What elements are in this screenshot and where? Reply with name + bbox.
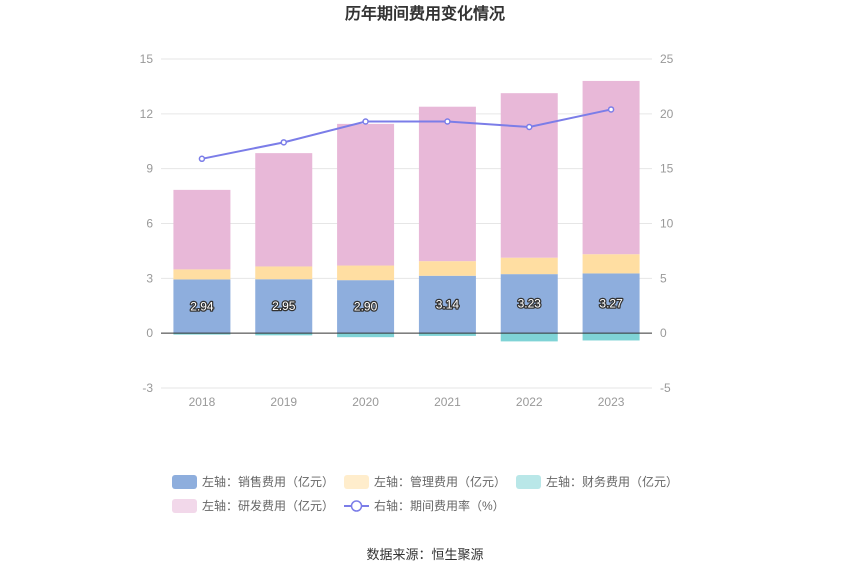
legend-label: 左轴：财务费用（亿元） bbox=[546, 474, 678, 489]
bar-2023-series-0 bbox=[582, 273, 640, 334]
data-labels: 2.94 2.95 2.90 3.14 3.23 3.27 bbox=[189, 295, 624, 315]
right-tick-label: 0 bbox=[660, 326, 667, 340]
legend-swatch-1 bbox=[344, 475, 369, 489]
bar-2021-series-0 bbox=[418, 275, 476, 334]
bar-2022-series-3 bbox=[500, 93, 558, 258]
line-point-2023 bbox=[607, 106, 615, 113]
bar-2020-series-0 bbox=[337, 280, 395, 334]
bar-2021-series-1 bbox=[418, 261, 476, 276]
bar-2019-series-3 bbox=[255, 153, 313, 267]
line-point-2020 bbox=[362, 118, 369, 125]
legend-swatch-0 bbox=[172, 475, 197, 489]
bar-2021-series-2 bbox=[418, 333, 476, 336]
left-tick-label: 6 bbox=[146, 217, 153, 231]
bar-2018-series-3 bbox=[173, 189, 231, 270]
left-tick-label: 0 bbox=[146, 326, 153, 340]
bar-2021-series-3 bbox=[418, 106, 476, 262]
bar-2019-series-1 bbox=[255, 266, 313, 280]
left-tick-label: 12 bbox=[140, 107, 154, 121]
x-tick-label: 2020 bbox=[352, 395, 379, 409]
bar-2018-series-0 bbox=[173, 279, 231, 334]
bar-2018-series-2 bbox=[173, 333, 231, 335]
data-label: 3.14 bbox=[436, 297, 460, 311]
data-label: 2.95 bbox=[272, 299, 296, 313]
left-tick-label: -3 bbox=[142, 381, 153, 395]
x-tick-label: 2023 bbox=[598, 395, 625, 409]
expense-ratio-line bbox=[198, 106, 615, 163]
bar-2020-series-3 bbox=[337, 123, 395, 266]
gridlines bbox=[161, 58, 652, 389]
bar-2020-series-2 bbox=[337, 333, 395, 338]
right-tick-label: -5 bbox=[660, 381, 671, 395]
legend-label: 左轴：管理费用（亿元） bbox=[374, 474, 506, 489]
right-axis: -5 0 5 10 15 20 25 bbox=[660, 52, 674, 395]
bar-2019-series-2 bbox=[255, 333, 313, 336]
bar-2018-series-1 bbox=[173, 269, 231, 280]
data-label: 3.27 bbox=[599, 296, 623, 310]
bar-2022-series-0 bbox=[500, 274, 558, 334]
x-axis: 2018 2019 2020 2021 2022 2023 bbox=[189, 395, 625, 409]
bar-2023-series-2 bbox=[582, 333, 640, 341]
x-tick-label: 2018 bbox=[189, 395, 216, 409]
line-point-2018 bbox=[198, 155, 206, 163]
bar-2019-series-0 bbox=[255, 279, 313, 334]
x-tick-label: 2019 bbox=[270, 395, 297, 409]
data-label: 3.23 bbox=[518, 297, 542, 311]
legend-label: 左轴：销售费用（亿元） bbox=[202, 474, 334, 489]
bar-2022-series-1 bbox=[500, 257, 558, 275]
line-point-2019 bbox=[280, 139, 287, 146]
data-source: 数据来源：恒生聚源 bbox=[366, 547, 483, 562]
data-label: 2.94 bbox=[190, 299, 214, 313]
line-point-2021 bbox=[444, 118, 451, 125]
legend-swatch-2 bbox=[516, 475, 541, 489]
legend-marker bbox=[350, 500, 363, 512]
line-series-4 bbox=[201, 108, 612, 160]
left-tick-label: 3 bbox=[146, 271, 153, 285]
left-tick-label: 9 bbox=[146, 162, 153, 176]
legend-swatch-3 bbox=[172, 499, 197, 513]
data-label: 2.90 bbox=[354, 300, 378, 314]
right-tick-label: 5 bbox=[660, 271, 667, 285]
right-tick-label: 15 bbox=[660, 162, 674, 176]
bars bbox=[173, 80, 640, 342]
legend-label: 右轴：期间费用率（%） bbox=[374, 498, 505, 513]
bar-2022-series-2 bbox=[500, 333, 558, 342]
chart-title: 历年期间费用变化情况 bbox=[345, 4, 505, 23]
right-tick-label: 10 bbox=[660, 217, 674, 231]
right-tick-label: 20 bbox=[660, 107, 674, 121]
x-tick-label: 2021 bbox=[434, 395, 461, 409]
bar-2023-series-1 bbox=[582, 254, 640, 274]
bar-2020-series-1 bbox=[337, 265, 395, 281]
left-axis: -3 0 3 6 9 12 15 bbox=[140, 52, 154, 395]
line-point-2022 bbox=[526, 123, 533, 131]
right-tick-label: 25 bbox=[660, 52, 674, 66]
x-tick-label: 2022 bbox=[516, 395, 543, 409]
legend-label: 左轴：研发费用（亿元） bbox=[202, 498, 334, 513]
left-tick-label: 15 bbox=[140, 52, 154, 66]
legend: 左轴：销售费用（亿元） 左轴：管理费用（亿元） 左轴：财务费用（亿元） 左轴：研发费用… bbox=[172, 474, 678, 513]
